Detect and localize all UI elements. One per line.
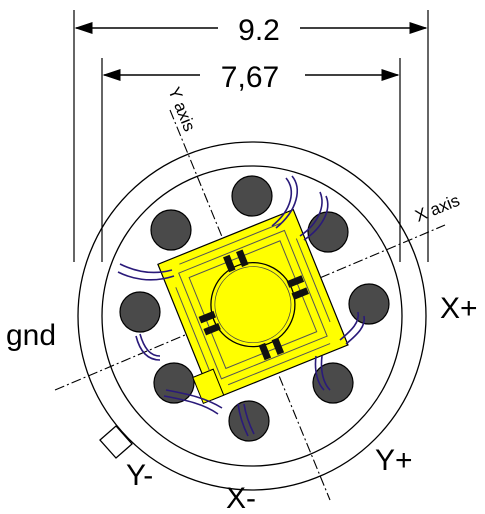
pin-label-gnd: gnd xyxy=(6,319,56,352)
pins xyxy=(119,175,390,442)
sensor-membrane xyxy=(210,261,296,348)
pin-label-y-plus: Y+ xyxy=(375,444,413,477)
bond-wires xyxy=(117,175,366,437)
pin-top-left xyxy=(150,209,192,251)
package-tab xyxy=(99,425,133,459)
package-outline xyxy=(77,141,427,491)
x-axis-label: X axis xyxy=(412,191,462,226)
dimension-lines xyxy=(73,10,429,262)
outer-dimension-label: 9.2 xyxy=(238,14,280,47)
pin-right xyxy=(348,283,390,325)
pin-top xyxy=(231,175,273,217)
sensor-chip xyxy=(157,208,349,405)
pin-label-x-plus: X+ xyxy=(440,292,478,325)
pin-left xyxy=(119,291,161,333)
pin-label-y-minus: Y- xyxy=(126,459,153,492)
pin-bottom-left xyxy=(153,362,195,404)
y-axis-label: Y axis xyxy=(164,84,199,134)
pin-top-right xyxy=(307,211,349,253)
pin-label-x-minus: X- xyxy=(226,482,256,514)
inner-dimension-label: 7,67 xyxy=(221,61,279,94)
